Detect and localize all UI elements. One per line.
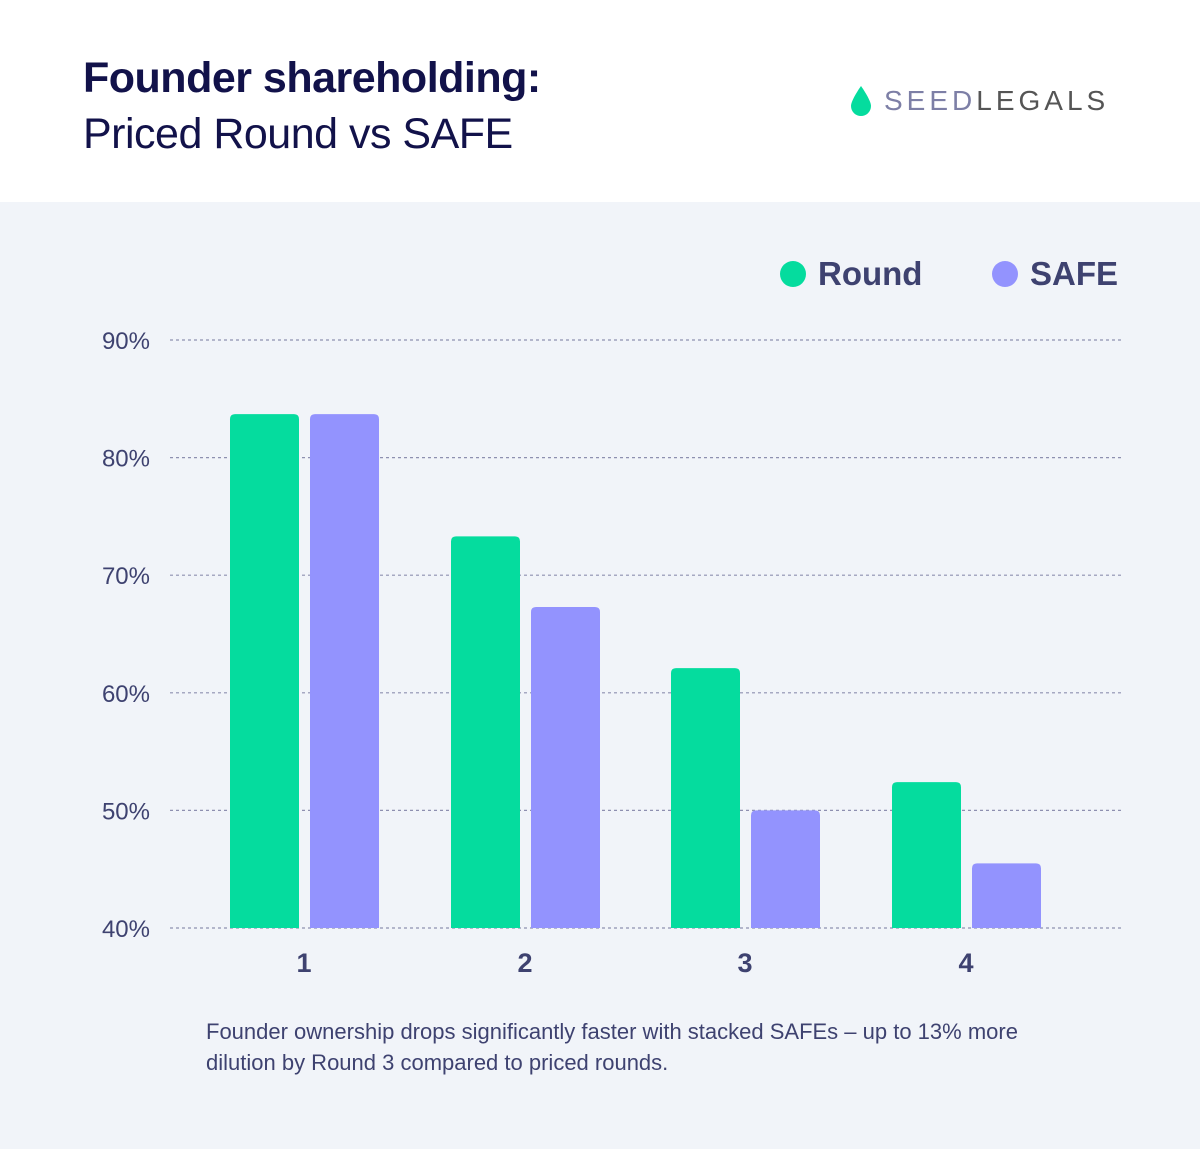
x-tick-label: 1 [296,948,311,978]
y-tick-label: 60% [102,681,150,708]
y-tick-label: 50% [102,798,150,825]
x-tick-label: 3 [737,948,752,978]
y-tick-label: 80% [102,446,150,473]
legend-item-safe: SAFE [992,255,1118,293]
y-tick-label: 40% [102,916,150,943]
header: Founder shareholding: Priced Round vs SA… [0,0,1200,202]
logo-text-legals: LEGALS [976,85,1110,116]
caption: Founder ownership drops significantly fa… [206,1019,1018,1075]
seedlegals-logo: SEED LEGALS [850,84,1109,118]
bar-safe-1 [310,414,379,928]
y-tick-label: 90% [102,328,150,355]
bar-safe-4 [972,863,1041,928]
chart-title: Founder shareholding: [83,54,541,102]
bar-round-4 [892,782,961,928]
legend-label-round: Round [818,255,923,292]
x-tick-label: 2 [517,948,532,978]
chart-subtitle: Priced Round vs SAFE [83,110,513,158]
x-tick-label: 4 [958,948,973,978]
y-tick-label: 70% [102,563,150,590]
bar-safe-3 [751,810,820,928]
bar-safe-2 [531,606,600,928]
bar-round-2 [451,536,520,928]
bar-round-1 [230,414,299,928]
droplet-icon [851,86,871,116]
legend-label-safe: SAFE [1030,255,1119,292]
legend-swatch-safe [992,261,1018,287]
legend-item-round: Round [780,255,922,293]
logo-text-seed: SEED [884,85,977,116]
legend-swatch-round [780,261,806,287]
bar-round-3 [671,668,740,928]
